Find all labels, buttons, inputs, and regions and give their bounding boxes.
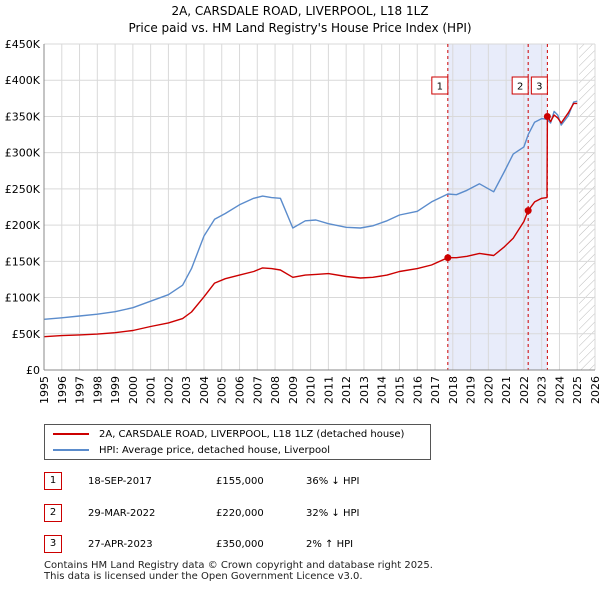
sale-price: £350,000 [216, 539, 264, 550]
legend-hpi-swatch [53, 449, 89, 451]
sale-price: £220,000 [216, 508, 264, 519]
sale-2-label: 2 [517, 82, 523, 93]
sale-price: £155,000 [216, 476, 264, 487]
y-tick-label: £0 [26, 364, 40, 377]
x-tick-label: 2008 [269, 376, 282, 404]
sale-2-point [524, 207, 532, 215]
x-tick-label: 2015 [393, 376, 406, 404]
sale-date: 18-SEP-2017 [88, 476, 152, 487]
x-tick-label: 2003 [180, 376, 193, 404]
x-tick-label: 2005 [216, 376, 229, 404]
property-price-line [43, 102, 578, 338]
x-tick-label: 2009 [287, 376, 300, 404]
x-tick-label: 2017 [429, 376, 442, 404]
legend-property-label: 2A, CARSDALE ROAD, LIVERPOOL, L18 1LZ (d… [99, 429, 405, 440]
x-tick-label: 2002 [162, 376, 175, 404]
x-tick-label: 2007 [251, 376, 264, 404]
chart-title-line1: 2A, CARSDALE ROAD, LIVERPOOL, L18 1LZ [171, 4, 429, 18]
x-tick-label: 2012 [340, 376, 353, 404]
y-tick-label: £150K [5, 255, 41, 268]
legend-hpi-label: HPI: Average price, detached house, Live… [99, 445, 331, 456]
x-tick-label: 1998 [91, 376, 104, 404]
y-tick-label: £300K [5, 147, 41, 160]
sale-3-label-box [530, 76, 548, 95]
y-tick-label: £350K [5, 110, 41, 123]
sale-1-label: 1 [437, 82, 443, 93]
x-tick-label: 2023 [536, 376, 549, 404]
x-tick-label: 2020 [482, 376, 495, 404]
x-tick-label: 2004 [198, 376, 211, 404]
footer-line2: This data is licensed under the Open Gov… [44, 571, 363, 582]
x-tick-label: 2000 [127, 376, 140, 404]
sale-hpi-diff: 36% ↓ HPI [306, 476, 360, 487]
sale-1-point [444, 254, 452, 262]
footer-attribution: Contains HM Land Registry data © Crown c… [44, 560, 433, 582]
x-tick-label: 2006 [234, 376, 247, 404]
x-tick-label: 2018 [447, 376, 460, 404]
legend-property-swatch [53, 433, 89, 435]
legend: 2A, CARSDALE ROAD, LIVERPOOL, L18 1LZ (d… [44, 424, 431, 460]
x-tick-label: 1996 [56, 376, 69, 404]
x-tick-label: 1995 [38, 376, 51, 404]
y-tick-label: £200K [5, 219, 41, 232]
x-tick-label: 2021 [500, 376, 513, 404]
chart-title-line2: Price paid vs. HM Land Registry's House … [128, 21, 472, 35]
sale-hpi-diff: 2% ↑ HPI [306, 539, 354, 550]
chart-title: 2A, CARSDALE ROAD, LIVERPOOL, L18 1LZ Pr… [0, 0, 600, 37]
sale-3-label: 3 [536, 82, 542, 93]
sale-number-badge: 1 [44, 472, 62, 490]
y-tick-label: £450K [5, 38, 41, 51]
y-tick-label: £50K [12, 328, 41, 341]
y-tick-label: £250K [5, 183, 41, 196]
x-tick-label: 2001 [145, 376, 158, 404]
y-tick-label: £400K [5, 74, 41, 87]
x-tick-label: 2026 [589, 376, 600, 404]
sale-2-label-box [511, 76, 529, 95]
x-tick-label: 2019 [465, 376, 478, 404]
sale-1-label-box [431, 76, 449, 95]
x-tick-label: 2025 [571, 376, 584, 404]
x-tick-label: 1999 [109, 376, 122, 404]
legend-item-hpi: HPI: Average price, detached house, Live… [53, 443, 330, 459]
sale-3-point [543, 112, 551, 120]
x-tick-label: 2011 [322, 376, 335, 404]
y-tick-label: £100K [5, 292, 41, 305]
x-tick-label: 2016 [411, 376, 424, 404]
legend-item-property: 2A, CARSDALE ROAD, LIVERPOOL, L18 1LZ (d… [53, 427, 404, 443]
x-tick-label: 1997 [74, 376, 87, 404]
x-tick-label: 2010 [305, 376, 318, 404]
forecast-hatch-area [579, 44, 595, 370]
x-tick-label: 2024 [553, 376, 566, 404]
x-tick-label: 2022 [518, 376, 531, 404]
price-chart: 1 2 3 £0 £50K £100K £150K £200K £250K £300K £350K… [5, 38, 600, 404]
x-tick-label: 2013 [358, 376, 371, 404]
sale-number-badge: 3 [44, 535, 62, 553]
footer-line1: Contains HM Land Registry data © Crown c… [44, 560, 433, 571]
hpi-line [43, 100, 578, 320]
sale-hpi-diff: 32% ↓ HPI [306, 508, 360, 519]
sale-date: 29-MAR-2022 [88, 508, 156, 519]
x-tick-label: 2014 [376, 376, 389, 404]
sale-number-badge: 2 [44, 504, 62, 522]
sale-date: 27-APR-2023 [88, 539, 153, 550]
